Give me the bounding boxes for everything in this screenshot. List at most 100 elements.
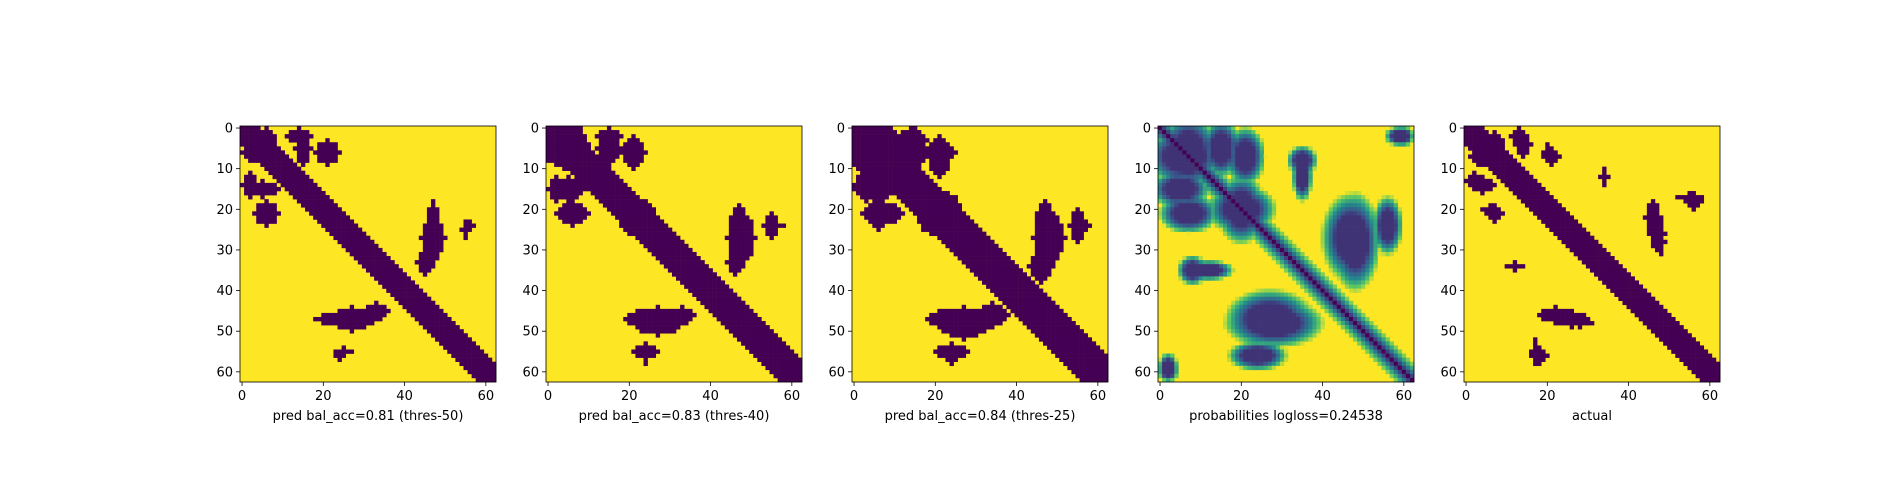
heatmap-cell — [852, 162, 857, 167]
heatmap-cell — [574, 191, 579, 196]
heatmap-cell — [1259, 304, 1264, 310]
heatmap-cell — [1034, 284, 1040, 289]
heatmap-cell — [309, 211, 314, 216]
heatmap-cell — [1312, 280, 1317, 285]
heatmap-cell — [921, 219, 926, 224]
heatmap-cell — [1158, 166, 1163, 171]
heatmap-cell — [864, 199, 869, 204]
heatmap-cell — [248, 154, 253, 159]
heatmap-cell — [566, 166, 571, 171]
heatmap-cell — [741, 251, 746, 257]
heatmap-cell — [1014, 264, 1019, 269]
heatmap-cell — [562, 195, 567, 200]
heatmap-cell — [1059, 325, 1064, 330]
heatmap-cell — [1288, 268, 1293, 273]
heatmap-cell — [546, 126, 551, 131]
heatmap-cell — [982, 325, 987, 330]
heatmap-cell — [639, 353, 644, 358]
heatmap-cell — [998, 247, 1003, 253]
heatmap-cell — [651, 239, 657, 245]
heatmap-cell — [880, 199, 885, 204]
heatmap-cell — [880, 150, 885, 155]
heatmap-cell — [1190, 211, 1195, 216]
heatmap-cell — [945, 211, 950, 216]
heatmap-cell — [260, 215, 265, 220]
heatmap-cell — [929, 211, 934, 216]
heatmap-cell — [406, 280, 411, 285]
heatmap-cell — [1030, 272, 1036, 277]
heatmap-cell — [1042, 239, 1048, 245]
heatmap-cell — [994, 280, 999, 285]
heatmap-cell — [635, 235, 640, 241]
heatmap-cell — [300, 142, 306, 147]
heatmap-cell — [1162, 182, 1167, 188]
heatmap-cell — [570, 219, 575, 224]
heatmap-cell — [860, 195, 865, 200]
heatmap-cell — [1202, 174, 1208, 180]
heatmap-cell — [1038, 316, 1044, 322]
heatmap-cell — [965, 333, 971, 338]
heatmap-cell — [1316, 280, 1321, 285]
heatmap-cell — [745, 239, 750, 245]
heatmap-cell — [904, 154, 910, 159]
heatmap-cell — [1166, 203, 1171, 208]
heatmap-cell — [937, 316, 942, 322]
heatmap-cell — [631, 231, 636, 237]
heatmap-cell — [1271, 256, 1277, 261]
heatmap-cell — [1214, 268, 1220, 273]
heatmap-cell — [1174, 162, 1179, 167]
heatmap-cell — [1227, 162, 1232, 167]
heatmap-cell — [1332, 203, 1338, 208]
heatmap-cell — [361, 316, 367, 322]
heatmap-cell — [1103, 373, 1109, 379]
heatmap-cell — [1336, 308, 1342, 314]
heatmap-cell — [1223, 154, 1228, 159]
heatmap-cell — [1344, 199, 1350, 204]
heatmap-cell — [892, 158, 897, 163]
heatmap-cell — [1166, 142, 1171, 147]
heatmap-cell — [619, 223, 624, 228]
heatmap-cell — [736, 329, 742, 334]
heatmap-cell — [475, 361, 481, 367]
heatmap-cell — [933, 146, 938, 151]
heatmap-cell — [418, 268, 424, 273]
heatmap-cell — [1304, 260, 1309, 265]
heatmap-cell — [789, 361, 795, 367]
heatmap-cell — [406, 276, 411, 281]
heatmap-cell — [1174, 195, 1179, 200]
heatmap-cell — [933, 321, 938, 326]
heatmap-cell — [435, 312, 440, 318]
heatmap-cell — [550, 178, 555, 184]
heatmap-cell — [1182, 223, 1187, 228]
heatmap-cell — [1312, 162, 1317, 167]
heatmap-cell — [602, 142, 608, 147]
heatmap-cell — [422, 268, 428, 273]
heatmap-cell — [1239, 239, 1244, 245]
heatmap-cell — [619, 134, 624, 139]
heatmap-cell — [688, 308, 693, 314]
heatmap-cell — [1182, 126, 1187, 131]
heatmap-cell — [627, 316, 632, 322]
heatmap-cell — [574, 170, 579, 176]
heatmap-cell — [716, 288, 722, 293]
heatmap-cell — [1247, 316, 1252, 322]
heatmap-cell — [615, 191, 620, 196]
heatmap-cell — [1231, 312, 1236, 318]
heatmap-cell — [1263, 223, 1269, 228]
heatmap-cell — [1170, 182, 1175, 188]
heatmap-cell — [888, 203, 893, 208]
heatmap-cell — [1255, 170, 1260, 176]
heatmap-cell — [917, 166, 922, 171]
heatmap-cell — [345, 325, 351, 330]
heatmap-cell — [1369, 207, 1374, 212]
heatmap-cell — [619, 146, 624, 151]
heatmap-cell — [1336, 235, 1342, 241]
heatmap-cell — [929, 227, 934, 232]
heatmap-cell — [785, 349, 791, 354]
y-tick-label: 30 — [522, 243, 539, 258]
heatmap-cell — [1385, 195, 1390, 200]
heatmap-cell — [1377, 251, 1382, 257]
heatmap-cell — [1381, 203, 1386, 208]
heatmap-cell — [378, 312, 383, 318]
heatmap-cell — [1170, 142, 1175, 147]
